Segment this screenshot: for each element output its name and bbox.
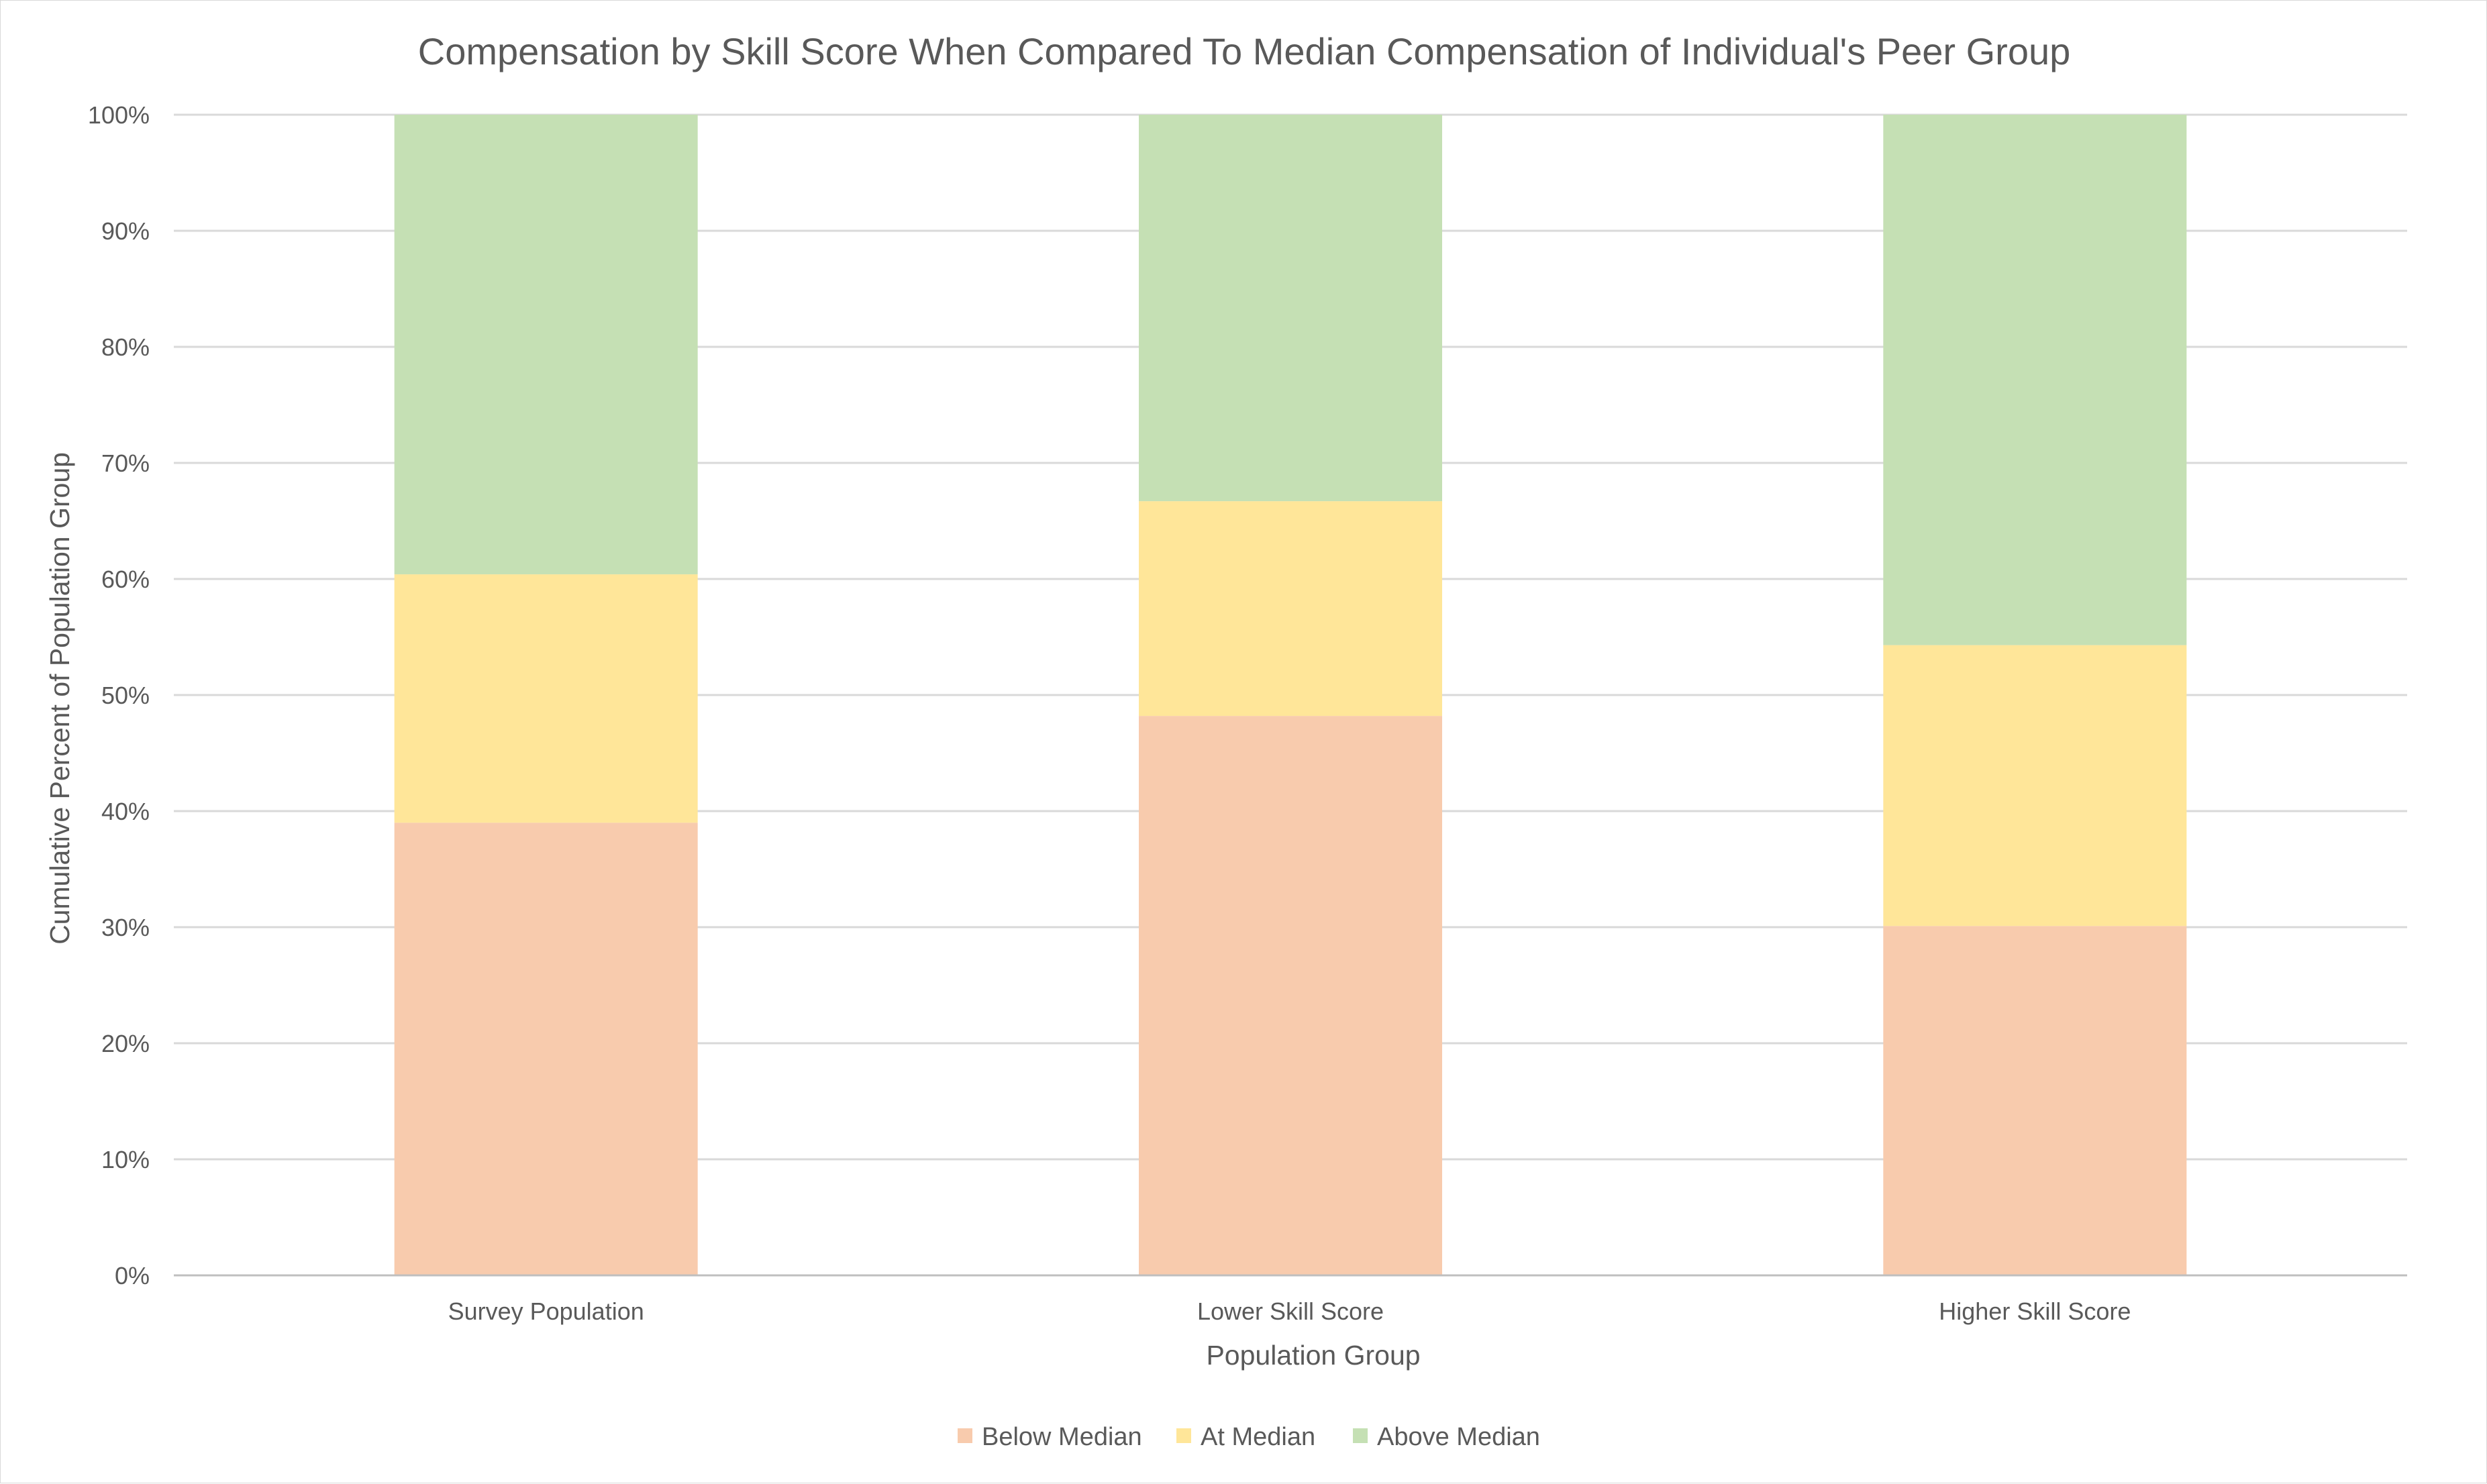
x-tick-label: Survey Population bbox=[448, 1297, 644, 1325]
bar-segment-at-median bbox=[394, 574, 698, 823]
y-tick-label: 70% bbox=[101, 449, 150, 477]
legend-label: Below Median bbox=[982, 1423, 1142, 1451]
y-axis-title: Cumulative Percent of Population Group bbox=[44, 452, 75, 945]
y-tick-label: 20% bbox=[101, 1030, 150, 1057]
bar-segment-at-median bbox=[1139, 501, 1442, 717]
y-tick-label: 50% bbox=[101, 682, 150, 709]
y-tick-label: 100% bbox=[88, 101, 150, 129]
bar-segment-below-median bbox=[1139, 716, 1442, 1275]
y-tick-label: 90% bbox=[101, 217, 150, 245]
y-axis-ticks: 0% 10% 20% 30% 40% 50% 60% 70% 80% 90% 100% bbox=[88, 101, 150, 1289]
bar-segment-above-median bbox=[394, 115, 698, 575]
legend: Below Median At Median Above Median bbox=[958, 1423, 1540, 1451]
bar-segment-below-median bbox=[1883, 926, 2187, 1275]
y-tick-label: 30% bbox=[101, 914, 150, 941]
chart-title: Compensation by Skill Score When Compare… bbox=[418, 30, 2071, 72]
y-tick-label: 10% bbox=[101, 1146, 150, 1173]
bar-segment-above-median bbox=[1883, 115, 2187, 645]
legend-swatch bbox=[1353, 1428, 1368, 1443]
legend-swatch bbox=[958, 1428, 972, 1443]
bars bbox=[394, 115, 2187, 1275]
y-tick-label: 40% bbox=[101, 798, 150, 825]
y-tick-label: 80% bbox=[101, 333, 150, 361]
legend-label: Above Median bbox=[1377, 1423, 1540, 1451]
y-tick-label: 60% bbox=[101, 566, 150, 593]
bar-segment-below-median bbox=[394, 823, 698, 1275]
x-axis-title: Population Group bbox=[1206, 1340, 1420, 1371]
legend-label: At Median bbox=[1201, 1423, 1315, 1451]
y-tick-label: 0% bbox=[115, 1262, 150, 1289]
x-axis-ticks: Survey Population Lower Skill Score Higher… bbox=[448, 1297, 2131, 1325]
bar-segment-above-median bbox=[1139, 115, 1442, 502]
x-tick-label: Higher Skill Score bbox=[1939, 1297, 2131, 1325]
x-tick-label: Lower Skill Score bbox=[1197, 1297, 1384, 1325]
bar-segment-at-median bbox=[1883, 645, 2187, 926]
legend-swatch bbox=[1176, 1428, 1191, 1443]
